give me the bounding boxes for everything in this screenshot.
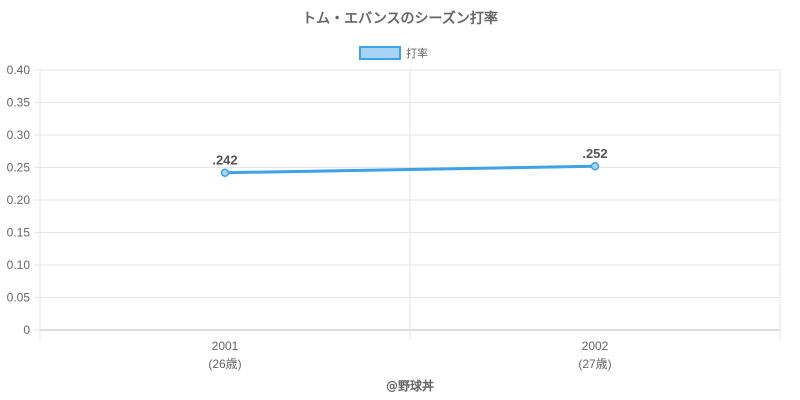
x-tick-sublabel: (26歳) [208, 357, 241, 371]
data-point[interactable] [590, 161, 600, 171]
legend[interactable]: 打率 [359, 46, 428, 60]
data-label: .252 [582, 146, 607, 161]
data-point[interactable] [220, 168, 230, 177]
x-tick-sublabel: (27歳) [578, 357, 611, 371]
y-tick-label: 0.30 [7, 128, 31, 142]
data-label: .242 [212, 153, 237, 168]
y-tick-label: 0.20 [7, 193, 31, 207]
series-batting-average: .242 .252 [212, 146, 608, 177]
y-axis: 0 0.05 0.10 0.15 0.20 0.25 0.30 0.35 0.40 [7, 63, 31, 337]
y-tick-label: 0.15 [7, 226, 31, 240]
x-tick-label: 2002 [582, 339, 609, 353]
x-tick-label: 2001 [212, 339, 239, 353]
legend-swatch [359, 46, 401, 60]
y-tick-label: 0 [23, 323, 30, 337]
y-tick-label: 0.05 [7, 291, 31, 305]
y-tick-label: 0.35 [7, 96, 31, 110]
series-line [224, 164, 596, 175]
credit-text: @野球丼 [386, 378, 434, 393]
y-tick-label: 0.25 [7, 161, 31, 175]
chart-title: トム・エバンスのシーズン打率 [302, 10, 498, 27]
legend-label: 打率 [406, 46, 428, 60]
x-axis: 2001 (26歳) 2002 (27歳) [208, 339, 611, 371]
y-tick-label: 0.10 [7, 258, 31, 272]
gridlines [34, 69, 781, 340]
y-tick-label: 0.40 [7, 63, 31, 77]
